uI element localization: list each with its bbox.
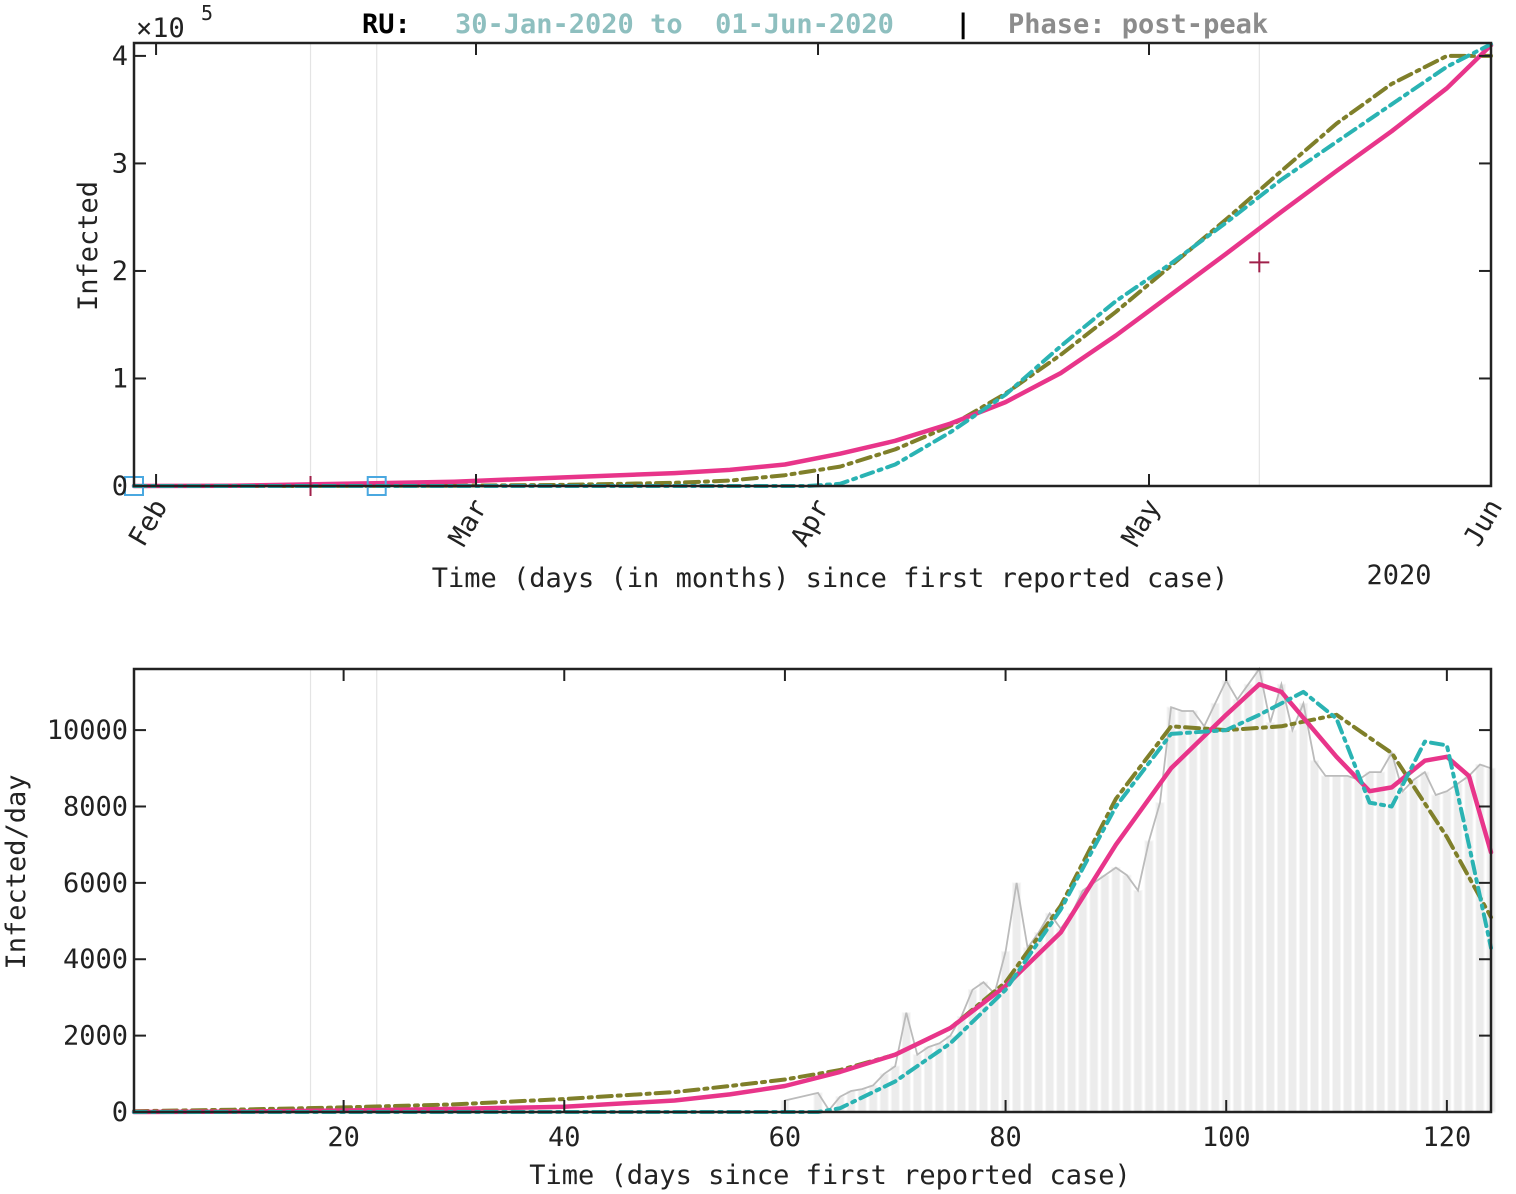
bottom-daily-bar: [1321, 775, 1331, 1113]
bottom-daily-bar: [1078, 890, 1088, 1113]
bottom-x-tick-label: 100: [1202, 1122, 1251, 1153]
bottom-y-tick-label: 8000: [63, 791, 128, 822]
header-date-range: 30-Jan-2020 to 01-Jun-2020: [455, 9, 894, 40]
bottom-series-line-olive: [132, 712, 1493, 1114]
top-y-tick-label: 1: [112, 363, 128, 394]
bottom-grid: [309, 669, 378, 1112]
top-series-line-magenta: [131, 42, 1494, 489]
bottom-y-tick-label: 10000: [47, 715, 128, 746]
top-exponent-power: 5: [201, 1, 213, 25]
bottom-daily-bar: [1265, 721, 1275, 1113]
bottom-daily-bar: [1453, 783, 1463, 1113]
cumulative-infected-panel: 0 1 2 3 4 Feb Mar Apr May Jun ×10 5 Infected Tim…: [73, 1, 1509, 594]
bottom-daily-bar: [1309, 760, 1319, 1113]
bottom-y-tick-label: 4000: [63, 944, 128, 975]
top-x-tick-label-apr: Apr: [785, 494, 836, 552]
header-country: RU:: [362, 9, 411, 40]
bottom-daily-bar: [1089, 882, 1099, 1113]
bottom-daily-bar: [1177, 710, 1187, 1113]
bottom-x-tick-label: 120: [1422, 1122, 1471, 1153]
bottom-y-tick-label: 0: [112, 1097, 128, 1128]
bottom-daily-bar: [1343, 775, 1353, 1113]
bottom-x-tick-label: 80: [989, 1122, 1022, 1153]
bottom-daily-bar: [1376, 771, 1386, 1113]
top-year-label: 2020: [1366, 560, 1431, 591]
bottom-daily-bar: [990, 993, 1000, 1113]
top-y-tick-label: 2: [112, 256, 128, 287]
bottom-daily-bar: [1287, 729, 1297, 1113]
bottom-daily-bar: [1298, 702, 1308, 1113]
top-x-axis-label: Time (days (in months) since first repor…: [432, 563, 1229, 594]
bottom-daily-bar: [1133, 890, 1143, 1113]
bottom-x-axis-label: Time (days since first reported case): [529, 1160, 1130, 1191]
bottom-daily-bar: [1365, 771, 1375, 1113]
bottom-y-axis-label: Infected/day: [1, 774, 32, 969]
top-y-axis-label: Infected: [73, 181, 104, 311]
bottom-x-tick-label: 40: [548, 1122, 581, 1153]
top-exponent-label: ×10: [136, 13, 185, 44]
top-series-line-teal: [132, 42, 1493, 488]
bottom-daily-bar: [1155, 802, 1165, 1113]
bottom-daily-bar: [1243, 683, 1253, 1113]
top-series-line-olive: [132, 53, 1493, 488]
bottom-daily-bar: [1056, 928, 1066, 1113]
top-x-tick-label-feb: Feb: [123, 494, 174, 552]
bottom-daily-bar: [1409, 779, 1419, 1113]
top-x-tick-label-mar: Mar: [443, 494, 494, 552]
top-series-group: [131, 42, 1494, 489]
header-phase: Phase: post-peak: [1008, 9, 1268, 40]
top-x-ticks: Feb Mar Apr May Jun: [123, 43, 1509, 552]
bottom-daily-bar: [1232, 699, 1242, 1113]
bottom-daily-bar: [1420, 771, 1430, 1113]
bottom-daily-bar: [890, 1065, 900, 1113]
bottom-daily-bar: [1354, 779, 1364, 1113]
bottom-y-tick-label: 6000: [63, 868, 128, 899]
header-separator: |: [955, 9, 971, 40]
bottom-daily-bar: [857, 1088, 867, 1113]
top-y-ticks: 0 1 2 3 4: [112, 41, 1491, 502]
bottom-daily-bar: [1332, 775, 1342, 1113]
bottom-daily-bar: [1012, 882, 1022, 1113]
bottom-series-group: [131, 682, 1494, 1115]
bottom-daily-bar: [1431, 794, 1441, 1113]
bottom-daily-bar: [1210, 702, 1220, 1113]
bottom-raw-daily-polyline: [784, 666, 1492, 1112]
bottom-daily-bar: [1221, 679, 1231, 1113]
bottom-daily-bar: [1144, 840, 1154, 1113]
bottom-plot-frame: [132, 667, 1493, 1114]
bottom-daily-bar: [912, 1054, 922, 1113]
top-x-tick-label-may: May: [1116, 494, 1167, 552]
bottom-y-tick-label: 2000: [63, 1021, 128, 1052]
bottom-daily-bar: [1111, 867, 1121, 1113]
bottom-y-ticks: 0 2000 4000 6000 8000 10000: [47, 715, 1491, 1128]
top-markers-group: [124, 252, 1270, 496]
top-x-tick-label-jun: Jun: [1458, 494, 1509, 552]
bottom-daily-bar: [1398, 790, 1408, 1113]
top-y-tick-label: 4: [112, 41, 128, 72]
bottom-raw-daily-line: [784, 666, 1492, 1112]
bottom-daily-bar: [879, 1073, 889, 1113]
bottom-x-tick-label: 20: [327, 1122, 360, 1153]
bottom-daily-bar: [1023, 947, 1033, 1113]
bottom-daily-bar: [1100, 874, 1110, 1113]
top-plot-frame: [132, 41, 1493, 488]
top-y-tick-label: 0: [112, 471, 128, 502]
bottom-daily-bar: [1188, 710, 1198, 1113]
bottom-x-tick-label: 60: [769, 1122, 802, 1153]
top-grid: [309, 43, 1260, 486]
bottom-daily-bar: [1067, 912, 1077, 1113]
bottom-daily-bar: [1276, 683, 1286, 1113]
bottom-daily-bar: [1122, 874, 1132, 1113]
bottom-series-line-teal: [132, 689, 1493, 1114]
bottom-daily-bar: [1254, 668, 1264, 1113]
bottom-daily-bar: [1199, 725, 1209, 1113]
bottom-x-ticks: 20 40 60 80 100 120: [327, 669, 1471, 1153]
daily-infected-panel: 0 2000 4000 6000 8000 10000 20 40 60 80 100 120 In…: [1, 666, 1496, 1191]
top-y-tick-label: 3: [112, 148, 128, 179]
bottom-series-line-magenta: [131, 682, 1494, 1115]
